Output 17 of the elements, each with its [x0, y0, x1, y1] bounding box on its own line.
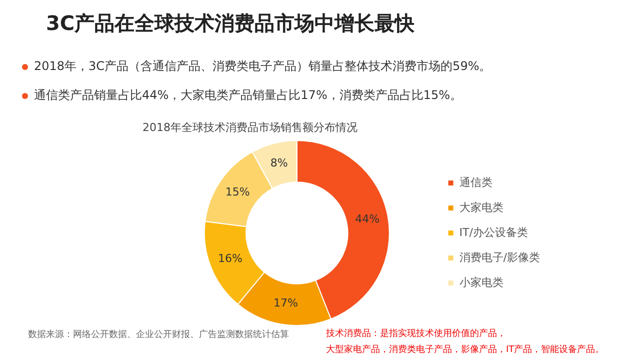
legend-label: 消费电子/影像类 [459, 250, 540, 264]
text: 2018年，3C产品（含通信产品、消费类电子产品）销量占整体技术消费市场的59%。 [33, 58, 492, 75]
chart-subtitle: 2018年全球技术消费品市场销售额分布情况 [142, 120, 358, 135]
text: 大型家电产品，消费类电子产品，影像产品，IT产品，智能设备产品。 [326, 344, 604, 357]
legend-label: 通信类 [459, 176, 492, 189]
text: 通信类产品销量占比44%，大家电类产品销量占比17%，消费类产品占比15%。 [33, 87, 464, 104]
text: 技术消费品：是指实现技术使用价值的产品， [326, 328, 507, 341]
data-label: 17% [273, 296, 298, 310]
data-label: 16% [218, 252, 242, 266]
data-label: 44% [355, 212, 380, 226]
legend-label: 大家电类 [459, 200, 504, 214]
data-label: 8% [270, 156, 288, 170]
legend-label: IT/办公设备类 [459, 226, 528, 239]
legend-label: 小家电类 [459, 276, 504, 289]
chart-title: 3C产品在全球技术消费品市场中增长最快 [46, 10, 415, 37]
source-note: 数据来源：网络公开数据、企业公开财报、广告监测数据统计估算 [28, 328, 289, 341]
data-label: 15% [225, 186, 250, 199]
